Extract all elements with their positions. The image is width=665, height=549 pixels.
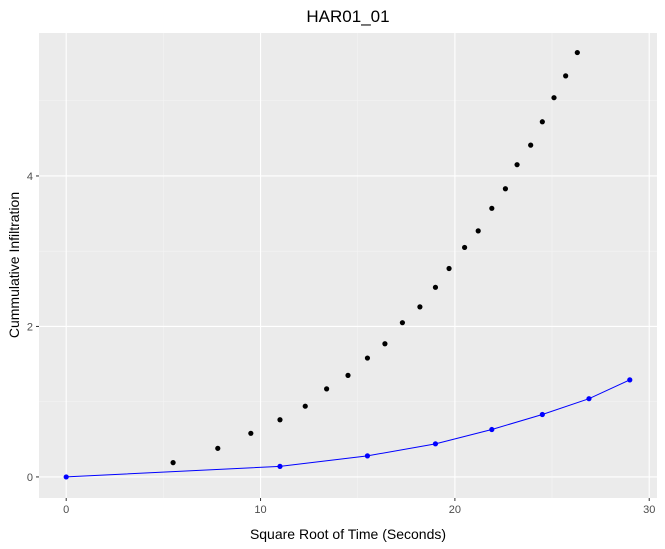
observed-point <box>551 95 557 101</box>
y-axis: 0 2 4 <box>27 171 39 484</box>
x-axis: 0 10 20 30 <box>63 498 655 516</box>
model-point <box>364 453 371 459</box>
model-point <box>432 441 439 447</box>
x-tick-label: 0 <box>63 504 69 516</box>
model-point <box>277 463 283 469</box>
chart-title: HAR01_01 <box>306 7 389 26</box>
plot-panel <box>39 33 657 498</box>
y-tick-label: 4 <box>27 171 33 183</box>
observed-point <box>502 186 509 192</box>
observed-point <box>446 265 452 272</box>
major-gridlines <box>39 33 657 498</box>
y-tick-label: 0 <box>27 472 33 484</box>
model-point <box>539 411 545 418</box>
observed-point <box>432 284 439 290</box>
minor-gridlines <box>39 33 657 498</box>
observed-point <box>574 49 580 56</box>
model-point <box>627 377 633 383</box>
x-tick-label: 30 <box>643 504 655 516</box>
observed-point <box>489 205 495 211</box>
observed-point <box>170 460 176 466</box>
x-axis-title: Square Root of Time (Seconds) <box>250 526 446 542</box>
model-point <box>63 474 69 480</box>
observed-point <box>277 417 283 423</box>
observed-point <box>345 372 351 378</box>
observed-point <box>475 228 481 234</box>
observed-point <box>382 341 388 347</box>
y-tick-label: 2 <box>27 321 33 333</box>
observed-point <box>417 304 423 310</box>
x-tick-label: 10 <box>254 504 266 516</box>
observed-point <box>399 320 406 326</box>
observed-point <box>462 244 468 251</box>
x-tick-label: 20 <box>449 504 461 516</box>
observed-point <box>324 386 330 392</box>
y-axis-title: Cummulative Infiltration <box>6 192 22 338</box>
model-line <box>66 379 630 478</box>
observed-point <box>302 403 308 409</box>
observed-point <box>528 142 534 148</box>
observed-point <box>563 73 569 79</box>
observed-point <box>215 445 221 451</box>
model-point <box>586 396 592 402</box>
observed-point <box>514 162 520 168</box>
observed-point <box>539 119 545 125</box>
data-series <box>63 49 633 480</box>
observed-point <box>248 430 254 436</box>
observed-point <box>364 355 371 361</box>
model-point <box>489 426 495 433</box>
